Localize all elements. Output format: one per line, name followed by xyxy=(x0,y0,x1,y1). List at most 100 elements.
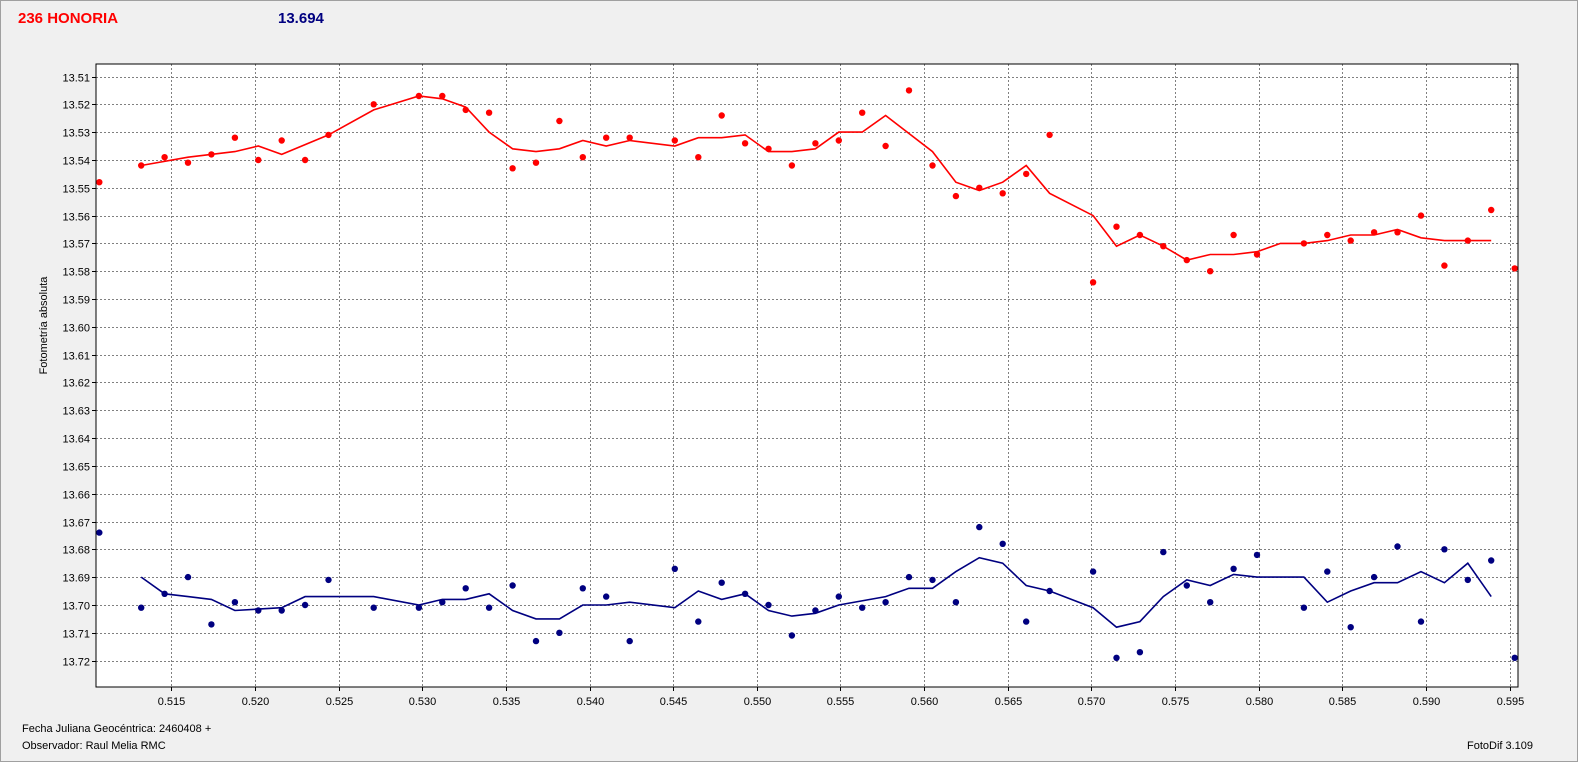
series-2-point xyxy=(1324,568,1331,575)
series-1-point xyxy=(184,159,192,166)
series-2-point xyxy=(812,607,819,614)
plot-area xyxy=(96,64,1518,687)
x-tick-label: 0.520 xyxy=(242,696,270,708)
x-tick-label: 0.565 xyxy=(995,696,1023,708)
series-1-point xyxy=(96,179,103,186)
series-2-point xyxy=(1370,573,1378,581)
series-1-point xyxy=(579,154,586,161)
series-2-point xyxy=(788,632,796,639)
series-1-point xyxy=(161,154,168,161)
series-1-point xyxy=(325,131,332,139)
series-2-point xyxy=(1347,624,1354,631)
series-1-point xyxy=(485,109,493,116)
y-tick-label: 13.72 xyxy=(62,657,90,669)
series-2-point xyxy=(1183,582,1191,589)
y-tick-label: 13.54 xyxy=(62,156,90,168)
x-tick-label: 0.575 xyxy=(1162,696,1190,708)
series-1-point xyxy=(462,106,469,114)
series-2-point xyxy=(929,576,936,584)
x-tick-label: 0.530 xyxy=(409,696,437,708)
y-tick-label: 13.68 xyxy=(62,545,90,557)
series-2-point xyxy=(671,565,678,572)
series-2-point xyxy=(765,601,772,609)
series-2-point xyxy=(1230,565,1237,572)
series-1-point xyxy=(1300,240,1308,247)
series-2-point xyxy=(999,540,1006,547)
series-1-point xyxy=(671,137,678,144)
series-1-point xyxy=(1394,229,1401,236)
series-2-point xyxy=(1089,568,1097,575)
series-1-point xyxy=(999,190,1006,197)
series-2-point xyxy=(532,637,540,645)
series-1-point xyxy=(1441,262,1448,269)
series-2-point xyxy=(952,599,960,606)
series-2-point xyxy=(301,601,309,609)
series-2-point xyxy=(741,590,749,597)
x-tick-label: 0.540 xyxy=(577,696,605,708)
x-tick-label: 0.585 xyxy=(1329,696,1357,708)
series-1-point xyxy=(1183,256,1191,264)
series-1-point xyxy=(370,101,377,108)
series-1-point xyxy=(1370,229,1378,236)
series-1-point xyxy=(1464,237,1472,244)
x-tick-label: 0.550 xyxy=(744,696,772,708)
series-2-point xyxy=(1022,618,1030,625)
series-2-point xyxy=(278,607,285,614)
series-2-point xyxy=(859,604,866,611)
y-axis-ticks: 13.51 13.52 13.53 13.54 13.55 13.56 13.57 13.58… xyxy=(62,73,96,669)
series-2-point xyxy=(1300,604,1308,611)
series-2-point xyxy=(1394,543,1401,550)
series-1-point xyxy=(1417,212,1425,219)
y-tick-label: 13.61 xyxy=(62,351,90,363)
series-2-point xyxy=(138,604,145,611)
julian-date-label: Fecha Juliana Geocéntrica: 2460408 + xyxy=(22,723,212,735)
series-1-point xyxy=(1022,170,1030,178)
series-1-point xyxy=(301,156,309,164)
series-2-point xyxy=(905,573,913,581)
series-2-point xyxy=(1488,557,1495,564)
x-axis-ticks: 0.515 0.520 0.525 0.530 0.535 0.540 0.545 0.550… xyxy=(158,687,1524,708)
series-1-point xyxy=(882,142,889,150)
software-version: FotoDif 3.109 xyxy=(1467,740,1534,752)
series-2-point xyxy=(603,593,610,600)
series-1-point xyxy=(626,134,633,141)
series-2-point xyxy=(556,629,563,636)
y-tick-label: 13.71 xyxy=(62,629,90,641)
y-tick-label: 13.56 xyxy=(62,212,90,224)
series-2-point xyxy=(718,579,725,586)
y-tick-label: 13.70 xyxy=(62,601,90,613)
series-2-point xyxy=(1136,649,1144,656)
series-1-point xyxy=(1136,231,1144,239)
series-1-point xyxy=(1160,243,1167,250)
mean-magnitude: 13.694 xyxy=(278,10,324,27)
series-1-point xyxy=(1207,268,1214,275)
series-2-point xyxy=(835,593,842,600)
x-tick-label: 0.590 xyxy=(1413,696,1441,708)
series-2-point xyxy=(462,585,469,592)
series-2 xyxy=(96,523,1518,661)
series-2-point xyxy=(1464,576,1472,584)
series-1-point xyxy=(1488,206,1495,214)
series-1 xyxy=(96,87,1518,286)
series-2-point xyxy=(509,582,516,589)
series-2-point xyxy=(231,599,239,606)
series-1-point xyxy=(741,140,749,147)
y-tick-label: 13.62 xyxy=(62,378,90,390)
y-tick-label: 13.59 xyxy=(62,295,90,307)
series-2-point xyxy=(370,604,377,611)
y-tick-label: 13.64 xyxy=(62,434,90,446)
x-tick-label: 0.560 xyxy=(911,696,939,708)
series-1-point xyxy=(929,162,936,169)
x-tick-label: 0.525 xyxy=(326,696,354,708)
series-2-point xyxy=(184,573,192,581)
series-1-point xyxy=(788,162,796,169)
series-2-point xyxy=(1207,599,1214,606)
plot-border xyxy=(95,63,1519,688)
series-1-point xyxy=(1230,231,1237,239)
series-2-point xyxy=(1253,551,1261,559)
series-1-point xyxy=(509,165,516,172)
y-axis-label: Fotometría absoluta xyxy=(38,276,50,375)
series-1-point xyxy=(812,140,819,147)
series-1-point xyxy=(952,192,960,200)
series-2-point xyxy=(1441,546,1448,553)
